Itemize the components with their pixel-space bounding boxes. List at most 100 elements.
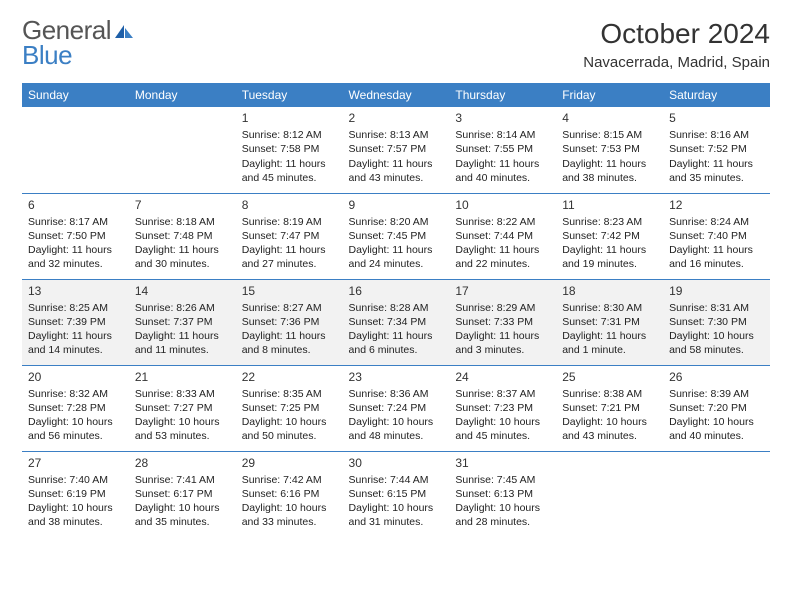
day-cell: 3Sunrise: 8:14 AMSunset: 7:55 PMDaylight… bbox=[449, 107, 556, 193]
sunrise-text: Sunrise: 8:33 AM bbox=[135, 387, 230, 401]
sunrise-text: Sunrise: 8:13 AM bbox=[349, 128, 444, 142]
title-block: October 2024 Navacerrada, Madrid, Spain bbox=[583, 18, 770, 71]
day-cell: 1Sunrise: 8:12 AMSunset: 7:58 PMDaylight… bbox=[236, 107, 343, 193]
day-number: 2 bbox=[349, 110, 444, 126]
daylight-line1: Daylight: 11 hours bbox=[562, 157, 657, 171]
sunrise-text: Sunrise: 8:35 AM bbox=[242, 387, 337, 401]
sunset-text: Sunset: 7:28 PM bbox=[28, 401, 123, 415]
sunrise-text: Sunrise: 8:17 AM bbox=[28, 215, 123, 229]
day-number: 10 bbox=[455, 197, 550, 213]
day-number: 13 bbox=[28, 283, 123, 299]
sunset-text: Sunset: 7:36 PM bbox=[242, 315, 337, 329]
daylight-line1: Daylight: 11 hours bbox=[349, 157, 444, 171]
sunrise-text: Sunrise: 8:23 AM bbox=[562, 215, 657, 229]
sunset-text: Sunset: 7:45 PM bbox=[349, 229, 444, 243]
day-cell: 5Sunrise: 8:16 AMSunset: 7:52 PMDaylight… bbox=[663, 107, 770, 193]
daylight-line2: and 24 minutes. bbox=[349, 257, 444, 271]
weekday-header: Saturday bbox=[663, 83, 770, 107]
daylight-line2: and 3 minutes. bbox=[455, 343, 550, 357]
sunrise-text: Sunrise: 8:20 AM bbox=[349, 215, 444, 229]
day-cell: 28Sunrise: 7:41 AMSunset: 6:17 PMDayligh… bbox=[129, 451, 236, 537]
daylight-line1: Daylight: 11 hours bbox=[242, 157, 337, 171]
sunrise-text: Sunrise: 8:22 AM bbox=[455, 215, 550, 229]
daylight-line2: and 48 minutes. bbox=[349, 429, 444, 443]
sunrise-text: Sunrise: 7:44 AM bbox=[349, 473, 444, 487]
weekday-header: Friday bbox=[556, 83, 663, 107]
day-number: 23 bbox=[349, 369, 444, 385]
day-cell: 10Sunrise: 8:22 AMSunset: 7:44 PMDayligh… bbox=[449, 193, 556, 279]
daylight-line2: and 38 minutes. bbox=[562, 171, 657, 185]
empty-cell bbox=[22, 107, 129, 193]
sunset-text: Sunset: 7:31 PM bbox=[562, 315, 657, 329]
calendar-row: 27Sunrise: 7:40 AMSunset: 6:19 PMDayligh… bbox=[22, 451, 770, 537]
daylight-line1: Daylight: 10 hours bbox=[242, 415, 337, 429]
day-cell: 12Sunrise: 8:24 AMSunset: 7:40 PMDayligh… bbox=[663, 193, 770, 279]
daylight-line2: and 31 minutes. bbox=[349, 515, 444, 529]
daylight-line1: Daylight: 10 hours bbox=[135, 501, 230, 515]
day-cell: 9Sunrise: 8:20 AMSunset: 7:45 PMDaylight… bbox=[343, 193, 450, 279]
daylight-line2: and 45 minutes. bbox=[455, 429, 550, 443]
daylight-line1: Daylight: 10 hours bbox=[349, 415, 444, 429]
day-number: 21 bbox=[135, 369, 230, 385]
sunrise-text: Sunrise: 8:19 AM bbox=[242, 215, 337, 229]
day-cell: 7Sunrise: 8:18 AMSunset: 7:48 PMDaylight… bbox=[129, 193, 236, 279]
location: Navacerrada, Madrid, Spain bbox=[583, 54, 770, 71]
sunrise-text: Sunrise: 8:37 AM bbox=[455, 387, 550, 401]
sunrise-text: Sunrise: 8:39 AM bbox=[669, 387, 764, 401]
calendar-row: 1Sunrise: 8:12 AMSunset: 7:58 PMDaylight… bbox=[22, 107, 770, 193]
sunrise-text: Sunrise: 8:18 AM bbox=[135, 215, 230, 229]
daylight-line2: and 53 minutes. bbox=[135, 429, 230, 443]
daylight-line2: and 40 minutes. bbox=[455, 171, 550, 185]
day-number: 30 bbox=[349, 455, 444, 471]
daylight-line1: Daylight: 11 hours bbox=[242, 329, 337, 343]
sunrise-text: Sunrise: 8:25 AM bbox=[28, 301, 123, 315]
day-number: 15 bbox=[242, 283, 337, 299]
day-number: 19 bbox=[669, 283, 764, 299]
sunset-text: Sunset: 7:33 PM bbox=[455, 315, 550, 329]
daylight-line2: and 6 minutes. bbox=[349, 343, 444, 357]
sunrise-text: Sunrise: 8:31 AM bbox=[669, 301, 764, 315]
sunrise-text: Sunrise: 7:45 AM bbox=[455, 473, 550, 487]
daylight-line1: Daylight: 10 hours bbox=[28, 415, 123, 429]
day-number: 24 bbox=[455, 369, 550, 385]
day-cell: 24Sunrise: 8:37 AMSunset: 7:23 PMDayligh… bbox=[449, 365, 556, 451]
weekday-header: Tuesday bbox=[236, 83, 343, 107]
daylight-line2: and 40 minutes. bbox=[669, 429, 764, 443]
sunset-text: Sunset: 7:44 PM bbox=[455, 229, 550, 243]
daylight-line1: Daylight: 11 hours bbox=[135, 329, 230, 343]
daylight-line1: Daylight: 10 hours bbox=[242, 501, 337, 515]
empty-cell bbox=[129, 107, 236, 193]
sunset-text: Sunset: 7:20 PM bbox=[669, 401, 764, 415]
daylight-line2: and 19 minutes. bbox=[562, 257, 657, 271]
day-cell: 23Sunrise: 8:36 AMSunset: 7:24 PMDayligh… bbox=[343, 365, 450, 451]
daylight-line2: and 30 minutes. bbox=[135, 257, 230, 271]
day-number: 11 bbox=[562, 197, 657, 213]
day-number: 5 bbox=[669, 110, 764, 126]
day-cell: 11Sunrise: 8:23 AMSunset: 7:42 PMDayligh… bbox=[556, 193, 663, 279]
sunrise-text: Sunrise: 8:30 AM bbox=[562, 301, 657, 315]
day-cell: 22Sunrise: 8:35 AMSunset: 7:25 PMDayligh… bbox=[236, 365, 343, 451]
daylight-line1: Daylight: 11 hours bbox=[669, 243, 764, 257]
sunset-text: Sunset: 7:25 PM bbox=[242, 401, 337, 415]
day-number: 6 bbox=[28, 197, 123, 213]
sunrise-text: Sunrise: 8:26 AM bbox=[135, 301, 230, 315]
weekday-header: Sunday bbox=[22, 83, 129, 107]
day-number: 16 bbox=[349, 283, 444, 299]
daylight-line1: Daylight: 11 hours bbox=[562, 329, 657, 343]
logo-part2: Blue bbox=[22, 40, 72, 70]
day-number: 1 bbox=[242, 110, 337, 126]
day-number: 28 bbox=[135, 455, 230, 471]
daylight-line1: Daylight: 10 hours bbox=[669, 329, 764, 343]
sunset-text: Sunset: 7:21 PM bbox=[562, 401, 657, 415]
day-cell: 17Sunrise: 8:29 AMSunset: 7:33 PMDayligh… bbox=[449, 279, 556, 365]
day-cell: 26Sunrise: 8:39 AMSunset: 7:20 PMDayligh… bbox=[663, 365, 770, 451]
daylight-line1: Daylight: 10 hours bbox=[562, 415, 657, 429]
sunset-text: Sunset: 7:30 PM bbox=[669, 315, 764, 329]
day-number: 8 bbox=[242, 197, 337, 213]
sunset-text: Sunset: 7:37 PM bbox=[135, 315, 230, 329]
sunrise-text: Sunrise: 7:40 AM bbox=[28, 473, 123, 487]
day-cell: 27Sunrise: 7:40 AMSunset: 6:19 PMDayligh… bbox=[22, 451, 129, 537]
daylight-line2: and 35 minutes. bbox=[669, 171, 764, 185]
day-cell: 30Sunrise: 7:44 AMSunset: 6:15 PMDayligh… bbox=[343, 451, 450, 537]
month-title: October 2024 bbox=[583, 18, 770, 50]
